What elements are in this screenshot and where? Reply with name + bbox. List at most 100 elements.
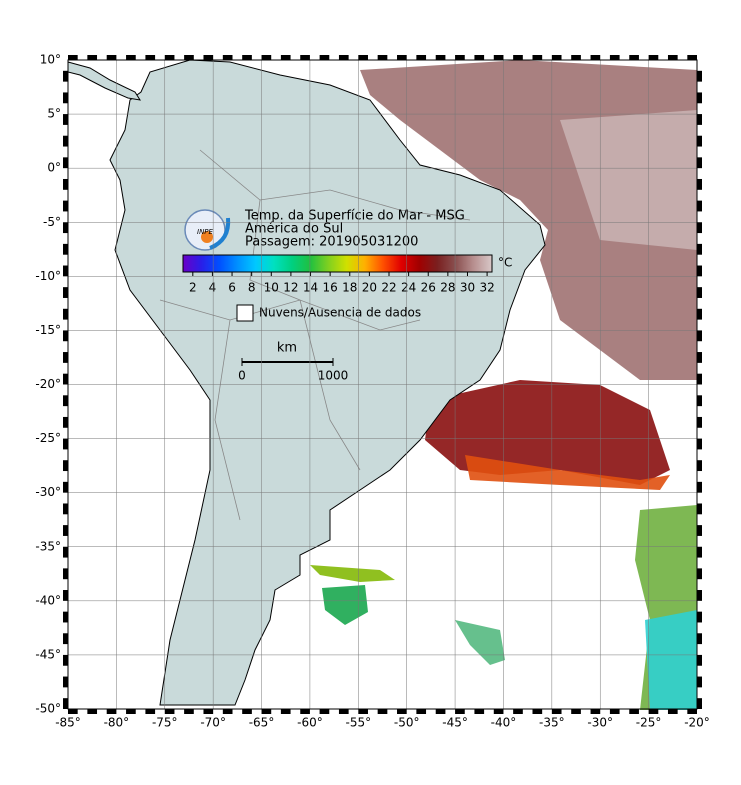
frame-bar: [164, 55, 175, 60]
central-america-land: [67, 61, 142, 101]
frame-bar: [63, 330, 68, 342]
colorbar-tick-label: 2: [189, 281, 197, 295]
x-tick-label: -85°: [55, 716, 81, 730]
sst-pale-area: [560, 110, 697, 250]
frame-bar: [697, 525, 702, 536]
x-tick-label: -20°: [684, 716, 710, 730]
frame-bar: [280, 55, 291, 60]
frame-bar: [63, 287, 68, 298]
y-tick-label: -5°: [43, 215, 61, 229]
frame-bar: [697, 157, 702, 169]
frame-bar: [697, 416, 702, 428]
frame-bar: [63, 395, 68, 407]
x-tick-label: -25°: [636, 716, 662, 730]
frame-bar: [63, 460, 68, 472]
frame-bar: [590, 709, 601, 714]
frame-bar: [126, 709, 136, 714]
frame-bar: [571, 55, 581, 60]
frame-bar: [609, 55, 620, 60]
colorbar-tick-label: 32: [479, 281, 494, 295]
x-tick-label: -60°: [297, 716, 323, 730]
y-tick-label: 10°: [40, 53, 61, 67]
frame-bar: [493, 55, 504, 60]
colorbar-tick-label: 26: [421, 281, 436, 295]
map-region: América do Sul: [245, 222, 343, 237]
frame-bar: [416, 709, 427, 714]
y-tick-label: -25°: [35, 431, 61, 445]
frame-bar: [377, 55, 388, 60]
frame-bar: [697, 92, 702, 104]
frame-bar: [697, 568, 702, 580]
frame-bar: [455, 55, 465, 60]
frame-bar: [63, 633, 68, 645]
frame-bar: [87, 709, 98, 714]
frame-bar: [697, 590, 702, 601]
colorbar-tick-label: 16: [323, 281, 338, 295]
frame-bar: [648, 709, 659, 714]
y-tick-label: -40°: [35, 593, 61, 607]
frame-bar: [532, 55, 543, 60]
frame-bar: [63, 243, 68, 255]
colorbar-tick-label: 24: [401, 281, 416, 295]
frame-bar: [697, 352, 702, 363]
frame-bar: [261, 709, 272, 714]
colorbar-tick-label: 4: [209, 281, 217, 295]
frame-bar: [513, 55, 523, 60]
map-content: INPE Temp. da Superfície do Mar - MSG Am…: [67, 59, 697, 710]
frame-bar: [184, 55, 194, 60]
frame-bar: [63, 200, 68, 212]
frame-bar: [63, 438, 68, 450]
frame-bar: [455, 709, 465, 714]
frame-bar: [435, 709, 446, 714]
frame-bar: [63, 178, 68, 190]
frame-bar: [222, 55, 233, 60]
frame-bar: [338, 55, 349, 60]
x-tick-label: -55°: [346, 716, 372, 730]
frame-bar: [63, 416, 68, 428]
country-borders: [159, 149, 471, 521]
logo-sun: [201, 231, 213, 243]
frame-bar: [697, 287, 702, 298]
frame-bar: [63, 114, 68, 125]
colorbar-scale: [182, 254, 493, 273]
y-tick-label: -10°: [35, 269, 61, 283]
frame-bar: [697, 200, 702, 212]
frame-bar: [319, 55, 330, 60]
frame-bar: [551, 55, 562, 60]
frame-bar: [629, 709, 639, 714]
frame-bar: [697, 135, 702, 147]
frame-bar: [687, 709, 697, 714]
frame-bar: [63, 546, 68, 558]
sst-patch: [310, 565, 395, 582]
frame-bar: [697, 438, 702, 450]
x-tick-label: -40°: [491, 716, 517, 730]
x-tick-label: -45°: [442, 716, 468, 730]
frame-bar: [474, 55, 485, 60]
frame-bar: [571, 709, 581, 714]
frame-bar: [63, 135, 68, 147]
frame-bar: [63, 525, 68, 536]
frame-bar: [63, 568, 68, 580]
frame-bar: [551, 709, 562, 714]
frame-bar: [697, 654, 702, 666]
frame-bar: [63, 698, 68, 709]
frame-bar: [697, 546, 702, 558]
frame-bar: [667, 709, 678, 714]
y-tick-label: -15°: [35, 323, 61, 337]
frame-bar: [493, 709, 504, 714]
frame-bar: [222, 709, 233, 714]
y-tick-label: -45°: [35, 647, 61, 661]
frame-bar: [474, 709, 485, 714]
frame-bar: [697, 222, 702, 234]
frame-bar: [697, 611, 702, 623]
x-tick-label: -50°: [394, 716, 420, 730]
frame-bar: [609, 709, 620, 714]
x-tick-label: -35°: [539, 716, 565, 730]
frame-bar: [203, 55, 214, 60]
x-tick-label: -75°: [152, 716, 178, 730]
frame-bar: [63, 503, 68, 515]
frame-bar: [697, 330, 702, 342]
map-pass: Passagem: 201905031200: [245, 235, 418, 250]
frame-bar: [629, 55, 639, 60]
